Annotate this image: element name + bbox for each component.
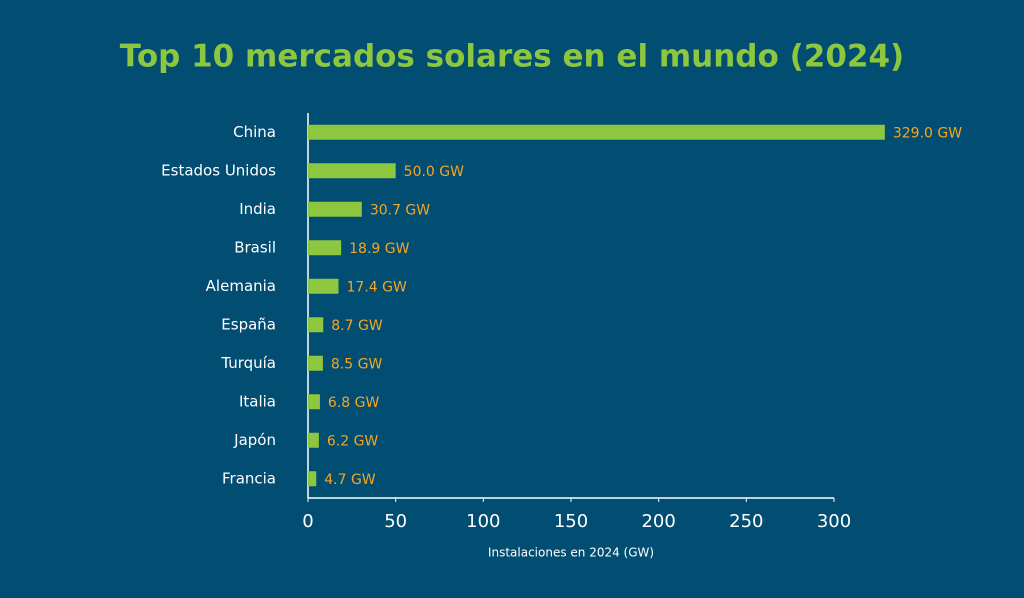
y-tick-label: Francia [222,469,276,487]
y-tick-label: China [233,123,276,141]
bar [308,471,317,487]
bar [308,432,319,448]
x-tick-label: 300 [817,511,851,532]
bar [308,201,362,217]
x-tick-label: 0 [302,511,313,532]
y-tick-label: India [239,200,276,218]
x-tick-label: 150 [554,511,588,532]
value-label: 8.5 GW [331,356,383,372]
x-axis-label: Instalaciones en 2024 (GW) [488,546,654,560]
x-tick-label: 250 [729,511,763,532]
x-tick-label: 100 [466,511,500,532]
y-tick-label: Turquía [220,354,276,372]
y-tick-label: Estados Unidos [161,161,276,179]
bar [308,317,324,333]
value-label: 18.9 GW [349,241,409,257]
bar [308,278,339,294]
bar [308,355,323,371]
bar [308,163,396,179]
value-label: 8.7 GW [331,318,383,334]
chart-title: Top 10 mercados solares en el mundo (202… [120,39,904,75]
y-tick-label: Alemania [206,277,276,295]
value-label: 329.0 GW [893,125,962,141]
y-tick-label: Italia [239,392,276,410]
y-tick-label: España [221,315,276,333]
value-label: 17.4 GW [347,279,407,295]
x-tick-label: 200 [641,511,675,532]
value-label: 30.7 GW [370,202,430,218]
y-tick-label: Brasil [234,238,276,256]
value-label: 50.0 GW [404,164,464,180]
bar [308,124,885,140]
x-tick-label: 50 [384,511,407,532]
value-label: 4.7 GW [324,472,376,488]
bar [308,394,320,410]
value-label: 6.2 GW [327,433,379,449]
y-tick-label: Japón [233,431,276,449]
bar [308,240,342,256]
value-label: 6.8 GW [328,395,380,411]
